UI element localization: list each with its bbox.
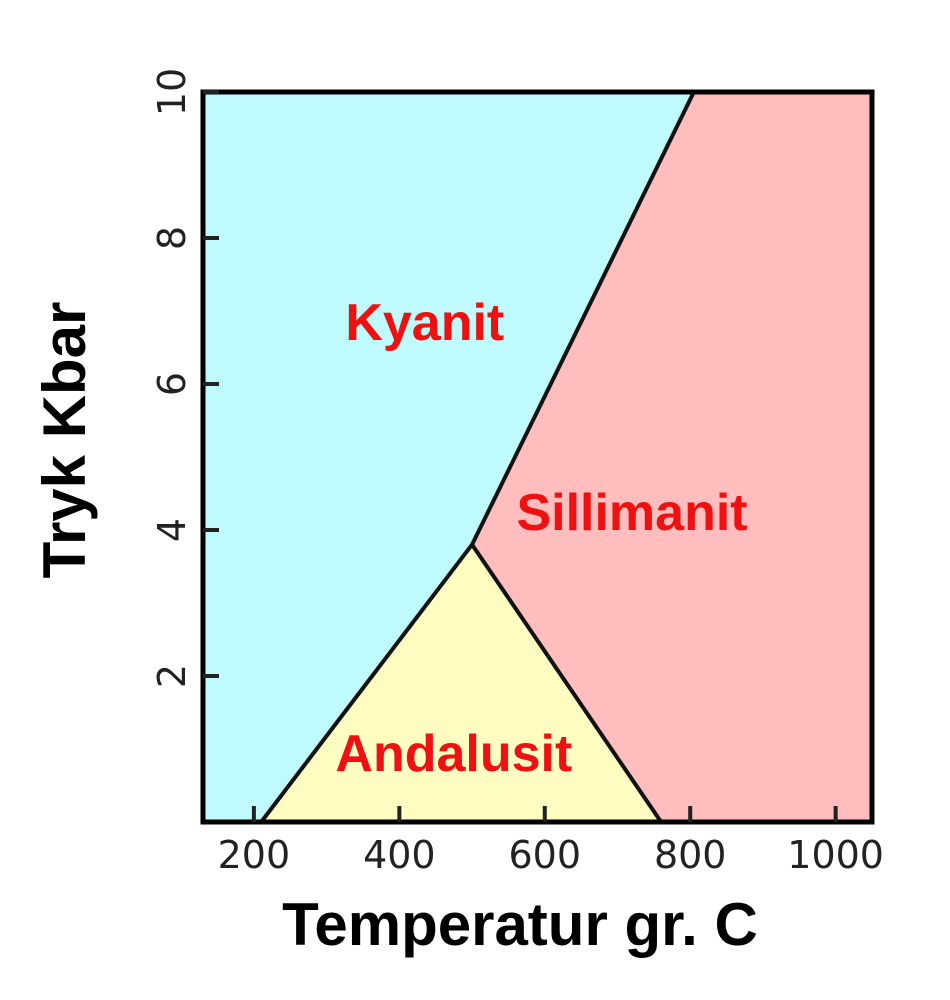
region-andalusit	[261, 544, 662, 822]
region-kyanit	[203, 92, 694, 822]
region-labels-layer: Kyanit Sillimanit Andalusit	[335, 294, 747, 783]
boundaries-layer	[259, 90, 696, 824]
boundary-andalusit-sillimanit	[470, 542, 664, 824]
ticks-layer: 200 400 600 800 1000 2 4 6 8 10	[150, 68, 884, 877]
region-label-andalusit: Andalusit	[335, 725, 572, 783]
regions-layer	[203, 92, 872, 822]
plot-frame	[200, 89, 875, 825]
boundary-kyanit-sillimanit	[470, 90, 696, 547]
y-tick-label: 6	[150, 372, 194, 396]
y-tick-label: 10	[150, 68, 194, 116]
x-axis-label: Temperatur gr. C	[282, 891, 758, 958]
boundary-kyanit-andalusit	[259, 542, 475, 824]
region-label-kyanit: Kyanit	[345, 294, 504, 352]
y-tick-label: 8	[150, 226, 194, 250]
x-tick-label: 200	[218, 833, 291, 877]
x-tick-label: 400	[363, 833, 436, 877]
x-tick-label: 600	[509, 833, 582, 877]
x-tick-label: 800	[654, 833, 727, 877]
y-tick-label: 2	[150, 664, 194, 688]
region-sillimanit	[472, 92, 872, 822]
region-label-sillimanit: Sillimanit	[516, 484, 747, 542]
x-tick-label: 1000	[787, 833, 884, 877]
y-tick-label: 4	[150, 518, 194, 542]
y-axis-label: Tryk Kbar	[31, 302, 98, 579]
